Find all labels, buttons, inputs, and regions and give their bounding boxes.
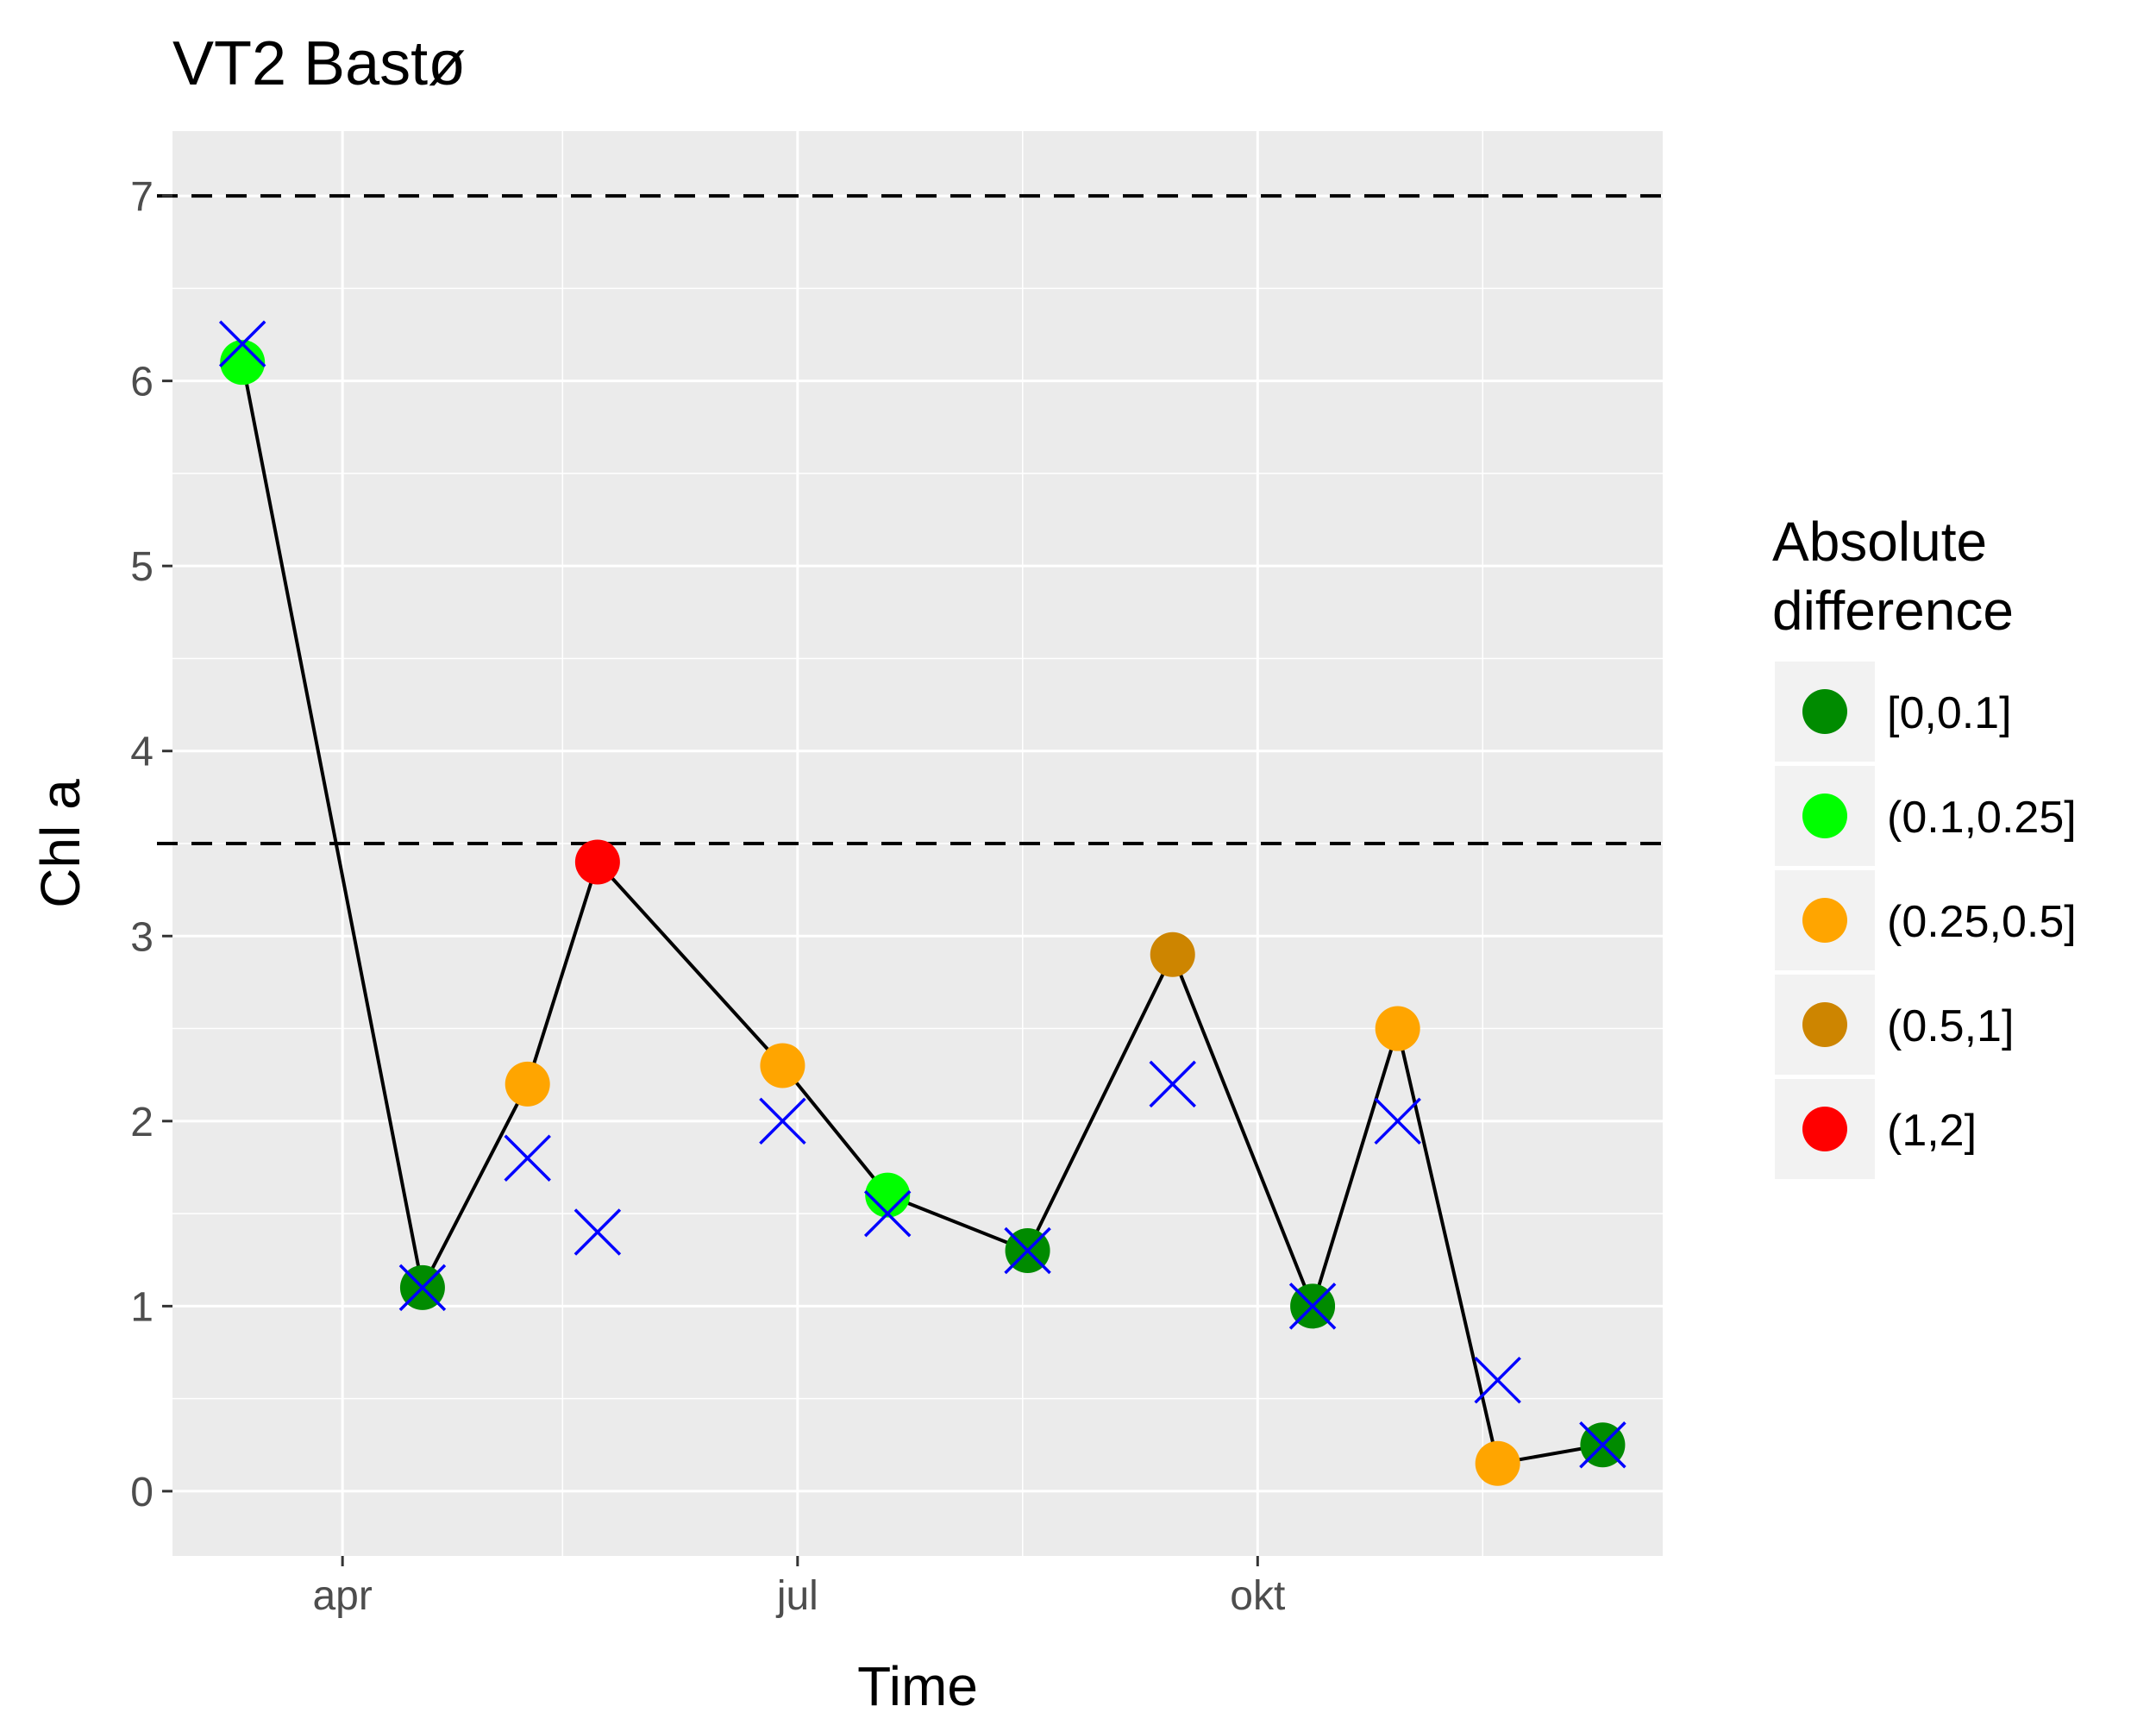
y-tick-label: 4 — [130, 730, 154, 775]
x-marker — [1579, 1421, 1626, 1469]
y-tick-label: 3 — [130, 914, 154, 960]
data-point — [505, 1061, 550, 1107]
y-tick-label: 1 — [130, 1284, 154, 1330]
data-point — [1375, 1006, 1420, 1051]
data-point — [220, 340, 266, 386]
x-marker — [398, 1264, 447, 1312]
y-axis-title: Chl a — [29, 779, 91, 908]
legend-label: (0.1,0.25] — [1887, 793, 2077, 843]
x-axis: apr jul okt — [312, 1556, 1285, 1619]
x-marker-stroke — [573, 1208, 622, 1256]
x-marker — [1374, 1097, 1421, 1145]
legend-swatch — [1802, 1002, 1847, 1047]
x-marker — [1288, 1283, 1337, 1330]
x-marker-stroke — [504, 1134, 551, 1182]
legend-title: difference — [1772, 580, 2014, 642]
data-point — [1475, 1440, 1520, 1486]
y-tick-label: 0 — [130, 1470, 154, 1515]
legend-title: Absolute — [1772, 511, 1987, 573]
x-marker — [573, 1208, 622, 1256]
chart-title: VT2 Bastø — [172, 29, 466, 98]
x-marker — [1004, 1226, 1051, 1275]
series-line — [241, 361, 1603, 1465]
legend-swatch — [1802, 689, 1847, 734]
data-point — [574, 839, 620, 885]
x-marker — [1149, 1060, 1196, 1108]
x-marker-stroke — [1374, 1097, 1421, 1145]
x-marker — [759, 1097, 806, 1145]
x-marker-stroke — [759, 1097, 806, 1145]
x-marker-stroke — [218, 320, 266, 367]
x-marker — [504, 1134, 551, 1182]
x-marker-stroke — [1579, 1421, 1626, 1469]
x-markers — [218, 320, 1626, 1469]
x-marker-stroke — [1288, 1283, 1337, 1330]
legend-swatch — [1802, 794, 1847, 838]
x-marker — [1474, 1356, 1521, 1404]
x-tick-label: apr — [312, 1573, 372, 1619]
x-tick-label: okt — [1230, 1573, 1285, 1619]
legend-label: (0.25,0.5] — [1887, 897, 2077, 947]
x-axis-title: Time — [857, 1655, 978, 1717]
x-marker-stroke — [398, 1264, 447, 1312]
legend-label: (1,2] — [1887, 1106, 1977, 1156]
legend-label: (0.5,1] — [1887, 1001, 2014, 1051]
y-axis: 0 1 2 3 4 5 6 7 — [130, 174, 172, 1515]
y-tick-label: 6 — [130, 360, 154, 405]
legend: Absolute difference [0,0.1] (0.1,0.25] (0.25… — [1772, 511, 2077, 1179]
y-tick-label: 7 — [130, 174, 154, 220]
x-tick-label: jul — [775, 1573, 818, 1619]
legend-swatch — [1802, 898, 1847, 943]
data-point — [760, 1043, 805, 1088]
series-line-path — [241, 361, 1603, 1465]
x-marker — [218, 320, 266, 367]
legend-swatch — [1802, 1107, 1847, 1151]
legend-label: [0,0.1] — [1887, 688, 2012, 738]
y-tick-label: 5 — [130, 544, 154, 590]
data-point — [865, 1172, 911, 1218]
x-marker — [863, 1189, 912, 1238]
y-tick-label: 2 — [130, 1100, 154, 1145]
x-marker-stroke — [1474, 1356, 1521, 1404]
data-point — [1150, 932, 1195, 977]
x-marker-stroke — [1004, 1226, 1051, 1275]
reference-lines — [157, 194, 1663, 845]
x-marker-stroke — [863, 1189, 912, 1238]
x-marker-stroke — [1149, 1060, 1196, 1108]
